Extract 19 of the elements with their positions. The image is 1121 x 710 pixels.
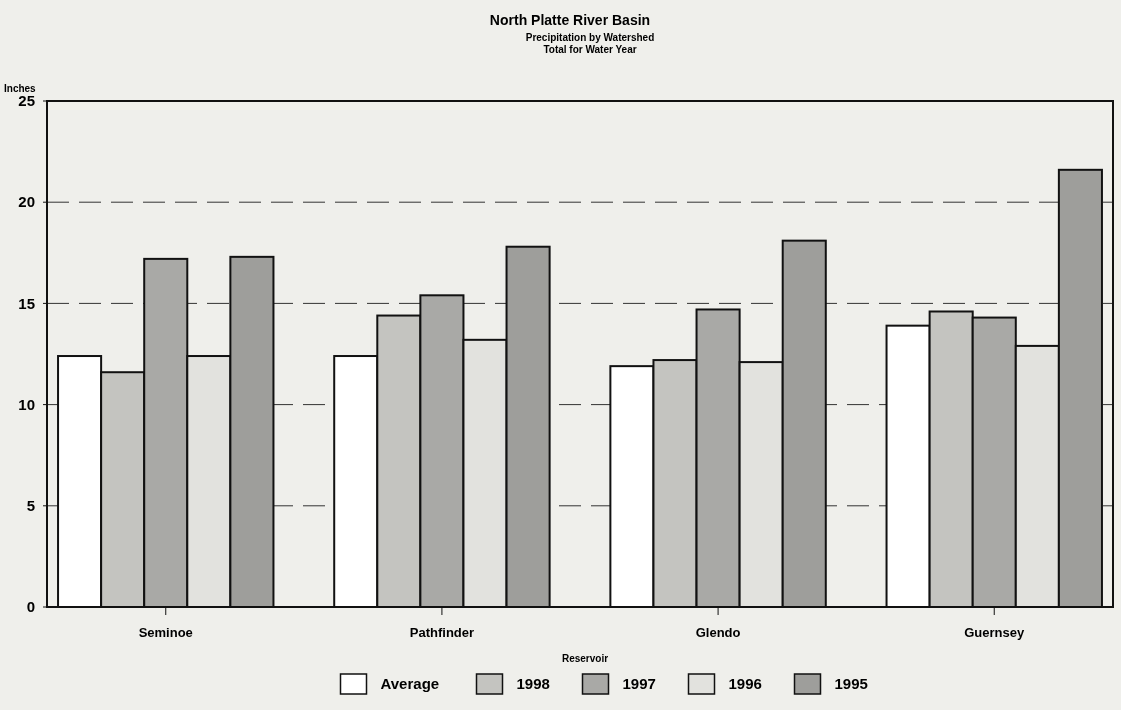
y-tick-label: 20 bbox=[18, 193, 35, 211]
x-tick-label: Glendo bbox=[695, 625, 741, 640]
y-axis-title: Inches bbox=[4, 83, 37, 94]
legend-label: 1997 bbox=[622, 675, 656, 692]
legend-label: Average bbox=[380, 675, 440, 692]
y-tick-label: 0 bbox=[26, 598, 35, 616]
chart-title: North Platte River Basin bbox=[489, 12, 651, 28]
legend-label: 1996 bbox=[728, 675, 762, 692]
legend-label: 1998 bbox=[516, 675, 550, 692]
chart-subtitle: Precipitation by Watershed Total for Water Year bbox=[525, 32, 655, 55]
y-tick-label: 10 bbox=[18, 395, 35, 413]
x-tick-label: Seminoe bbox=[138, 625, 193, 640]
y-tick-label: 15 bbox=[18, 294, 35, 312]
x-tick-label: Pathfinder bbox=[409, 625, 475, 640]
legend-label: 1995 bbox=[834, 675, 868, 692]
x-tick-label: Guernsey bbox=[964, 625, 1025, 640]
x-axis-title: Reservoir bbox=[561, 653, 609, 664]
y-tick-label: 5 bbox=[26, 497, 35, 515]
y-tick-label: 25 bbox=[18, 92, 35, 110]
